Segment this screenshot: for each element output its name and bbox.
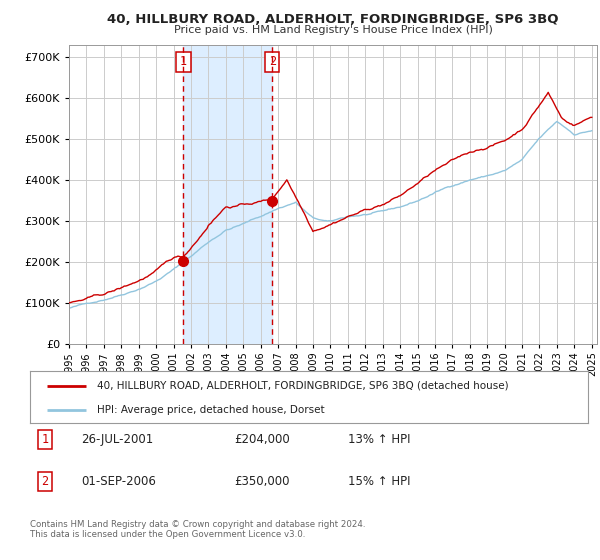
Text: £350,000: £350,000	[234, 475, 290, 488]
Text: Contains HM Land Registry data © Crown copyright and database right 2024.
This d: Contains HM Land Registry data © Crown c…	[30, 520, 365, 539]
Text: 1: 1	[180, 55, 187, 68]
Text: 13% ↑ HPI: 13% ↑ HPI	[348, 433, 410, 446]
Text: 1: 1	[41, 433, 49, 446]
Text: Price paid vs. HM Land Registry's House Price Index (HPI): Price paid vs. HM Land Registry's House …	[173, 25, 493, 35]
Text: HPI: Average price, detached house, Dorset: HPI: Average price, detached house, Dors…	[97, 405, 325, 415]
Text: 40, HILLBURY ROAD, ALDERHOLT, FORDINGBRIDGE, SP6 3BQ: 40, HILLBURY ROAD, ALDERHOLT, FORDINGBRI…	[107, 13, 559, 26]
Text: 40, HILLBURY ROAD, ALDERHOLT, FORDINGBRIDGE, SP6 3BQ (detached house): 40, HILLBURY ROAD, ALDERHOLT, FORDINGBRI…	[97, 381, 509, 391]
Text: 26-JUL-2001: 26-JUL-2001	[81, 433, 153, 446]
Text: 2: 2	[41, 475, 49, 488]
Bar	[184, 45, 272, 344]
Text: 15% ↑ HPI: 15% ↑ HPI	[348, 475, 410, 488]
Text: £204,000: £204,000	[234, 433, 290, 446]
Text: 01-SEP-2006: 01-SEP-2006	[81, 475, 156, 488]
Text: 2: 2	[269, 55, 276, 68]
